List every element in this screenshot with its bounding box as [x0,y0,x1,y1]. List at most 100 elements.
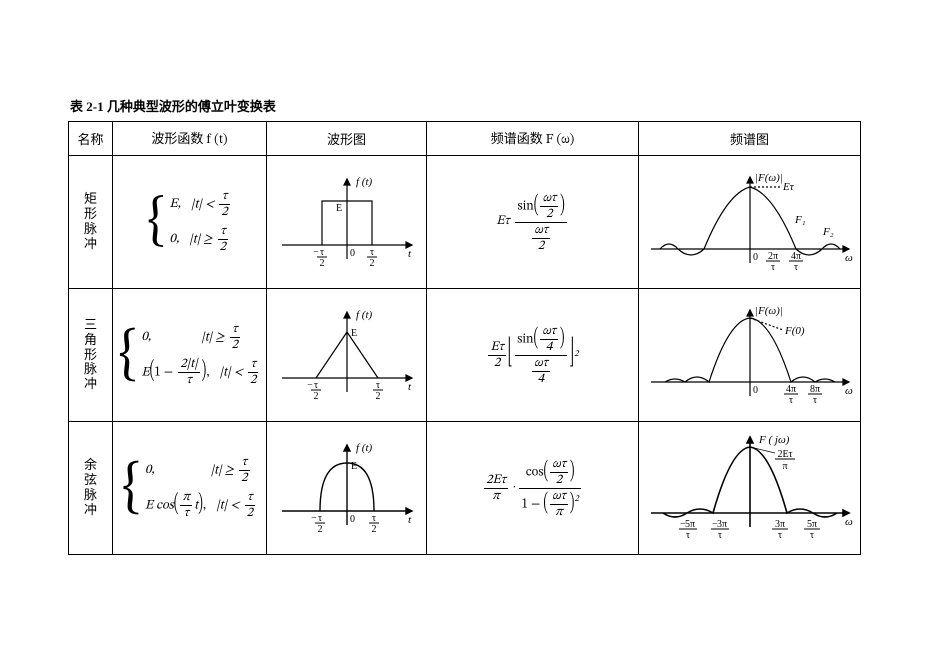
tri-specg-svg: |F(ω)| F(0) 0 ω 4πτ 8πτ [645,296,855,414]
rect-wave-svg: f (t) E 0 t −τ2 τ2 [272,167,422,277]
th-specfn: 频谱函数 F (ω) [427,122,639,156]
tri-spec-ln: Eτ [488,341,505,355]
cos-spec-nd: 2 [550,472,568,487]
tri-spec-nd: 4 [540,339,558,354]
rect-fn-f1n: τ [219,190,229,204]
tri-wave-xt: t [408,381,412,393]
cos-sg-b-n: 5π [806,519,816,530]
tri-spec-dd: 4 [532,371,550,386]
cos-fn-c1c: |t| ≥ [211,465,234,478]
cos-fn-f1n: τ [239,456,249,470]
cos-spec: 2Eτπ · cos(ωτ2) 1 − (ωτπ)2 [427,422,639,555]
th-specfn-text: 频谱函数 F (ω) [491,134,575,147]
tri-fn-f2d: 2 [248,372,258,387]
tri-sg-peak: F(0) [784,325,805,337]
cos-fn-c2l: E cos [145,500,174,513]
rect-spec-nd: 2 [540,206,558,221]
cos-spec-ld: π [484,488,508,503]
rect-spec-nn: ωτ [540,192,558,206]
rect-sg-F1: F₁ [794,214,806,226]
rect-fn-f2n: τ [218,225,228,239]
cos-wave-xpD: 2 [371,524,376,535]
tri-fn-c1c: |t| ≥ [201,332,224,345]
tri-spec: Eτ2 [ sin(ωτ4) ωτ4 ]2 [427,289,639,422]
cos-sg-ma-n: 3π [716,519,726,530]
tri-fn-f1d: 2 [230,337,240,352]
cos-sg-mb-d: τ [685,530,689,541]
cos-spec-d1: 1 − [521,498,540,511]
cos-sg-a-n: 3π [774,519,784,530]
tri-wave-xpD: 2 [375,391,380,402]
cos-sg-ma-d: τ [717,530,721,541]
cos-sg-mb-n: 5π [684,519,694,530]
tri-spec-nn: ωτ [540,325,558,339]
cos-sg-w: ω [845,516,853,528]
rect-fn-c2c: |t| ≥ [189,234,212,247]
rect-fn-f1d: 2 [219,204,229,219]
row-cos: 余弦脉冲 { 0, |t| ≥ τ2 [69,422,861,555]
row-tri: 三角形脉冲 { 0, |t| ≥ τ2 [69,289,861,422]
tri-fn-in: 2|t| [178,358,199,372]
rect-spec-sin: sin [517,200,533,213]
cos-spec-dan: ωτ [550,490,568,504]
tri-sg-ad: τ [788,395,792,406]
rect-wave-xnD: 2 [319,258,324,269]
svg-text:−: − [307,380,313,391]
rect-sg-F2: F₂ [822,226,834,238]
th-fn-text: 波形函数 f (t) [151,134,227,147]
rect-sg-o: 0 [753,252,758,263]
rect-wave: f (t) E 0 t −τ2 τ2 [267,156,427,289]
cos-fn-c2c: |t| < [216,500,239,513]
cos-fn-f2d: 2 [245,505,255,520]
rect-fn-c1c: |t| < [191,199,214,212]
rect-specg-svg: |F(ω)| Eτ F₁ F₂ 0 ω 2πτ 4πτ [645,163,855,281]
header-row: 名称 波形函数 f (t) 波形图 频谱函数 F (ω) 频谱图 [69,122,861,156]
rect-spec-dn: ωτ [532,224,550,238]
cos-wave: f (t) E 0 t −τ2 τ2 [267,422,427,555]
cos-fn-f2n: τ [245,491,255,505]
rect-sg-w: ω [845,252,853,264]
cos-sg-a-d: τ [777,530,781,541]
rect-sg-an: 2π [767,251,777,262]
cos-spec-dad: π [550,504,568,519]
rect-fn: { E, |t| < τ2 0, |t| ≥ [113,156,267,289]
cos-name-text: 余弦脉冲 [84,458,97,518]
rect-wave-E: E [336,203,342,214]
cos-specg-svg: F ( jω) 2Eτπ ω −5πτ −3πτ 3πτ 5πτ [645,427,855,549]
cos-spec-ln: 2Eτ [484,474,508,488]
row-rect: 矩形脉冲 { E, |t| < τ2 0, [69,156,861,289]
tri-name: 三角形脉冲 [69,289,113,422]
tri-fn-c2c: |t| < [220,367,243,380]
cos-sg-pn: 2Eτ [777,449,792,460]
tri-specg: |F(ω)| F(0) 0 ω 4πτ 8πτ [639,289,861,422]
tri-wave-yfn: f (t) [356,309,373,321]
th-specg: 频谱图 [639,122,861,156]
cos-fn-c1v: 0, [145,463,155,479]
cos-spec-cos: cos [526,466,544,479]
tri-spec-ld: 2 [488,355,505,370]
rect-name: 矩形脉冲 [69,156,113,289]
rect-wave-xpN: τ [369,247,373,258]
cos-fn-f1d: 2 [239,470,249,485]
tri-name-text: 三角形脉冲 [84,318,97,393]
th-fn: 波形函数 f (t) [113,122,267,156]
cos-wave-xpN: τ [371,513,375,524]
svg-text:−: − [311,513,317,524]
tri-wave-E: E [351,328,357,339]
tri-sg-w: ω [845,385,853,397]
rect-wave-o: 0 [350,248,355,259]
cos-specg: F ( jω) 2Eτπ ω −5πτ −3πτ 3πτ 5πτ [639,422,861,555]
table-caption: 表 2-1 几种典型波形的傅立叶变换表 [70,96,945,115]
tri-fn-f2n: τ [248,358,258,372]
rect-fn-c2v: 0, [170,232,180,248]
rect-name-text: 矩形脉冲 [84,192,97,252]
th-wave: 波形图 [267,122,427,156]
cos-sg-b-d: τ [809,530,813,541]
rect-spec-dd: 2 [532,238,550,253]
cos-wave-o: 0 [350,514,355,525]
cos-sg-pd: π [782,461,787,472]
rect-spec-lead: Eτ [496,214,509,230]
tri-spec-pow: 2 [574,349,578,360]
cos-fn-ad: τ [180,505,192,520]
cos-spec-dp: 2 [574,495,578,504]
